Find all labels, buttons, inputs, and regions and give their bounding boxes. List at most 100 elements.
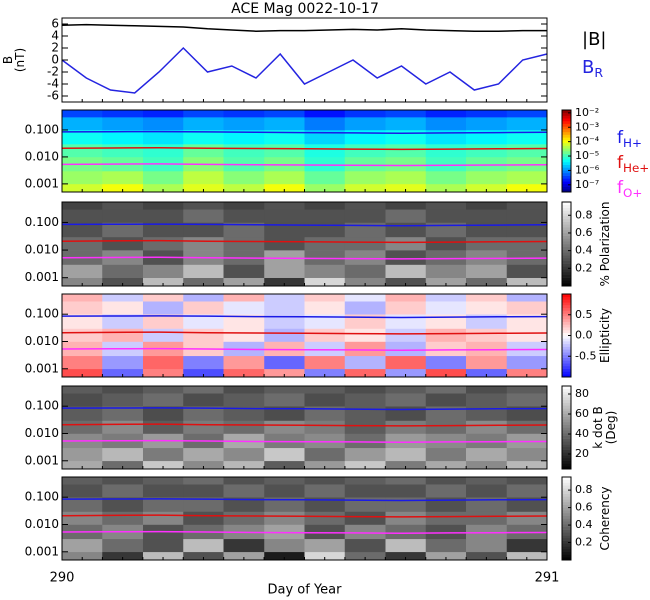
colorbar-label: k dot B(Deg) [591,406,618,448]
legend-subscript: O+ [623,186,642,200]
colorbar-segment [562,313,571,317]
heatmap-cell [466,222,508,238]
colorbar-segment [562,343,571,347]
legend-label: fO+ [617,178,642,200]
heatmap-cell [62,460,103,470]
heatmap-cell [264,202,305,210]
colorbar-segment [562,258,571,262]
heatmap-cell [264,144,305,158]
frequency-line [61,163,548,167]
colorbar-segment [562,260,571,264]
heatmap-cell [223,447,265,462]
colorbar-segment [562,446,571,450]
colorbar-segment [562,170,571,174]
colorbar-tick-label: 0.8 [575,208,593,221]
colorbar-segment [562,140,571,144]
heatmap-cell [385,484,427,498]
heatmap-cell [62,538,103,553]
colorbar-segment [562,148,571,152]
colorbar-segment [562,181,571,185]
heatmap-cell [102,386,144,394]
heatmap-cell [425,460,467,470]
heatmap-cell [506,250,548,265]
heatmap-cell [344,209,386,223]
colorbar-segment [562,249,571,253]
colorbar-segment [562,244,571,248]
colorbar-segment [562,371,571,375]
heatmap-cell [304,110,346,118]
y-tick-label: 4 [51,29,59,43]
heatmap-cell [183,129,224,145]
heatmap-cell [506,264,548,278]
colorbar-segment [562,280,571,284]
heatmap-cell [466,460,508,470]
heatmap-cell [466,524,508,540]
y-tick-label: 6 [51,17,59,31]
colorbar-segment [562,526,571,530]
heatmap-cell [506,511,548,525]
frequency-line [61,146,548,151]
colorbar-label-line: Ellipticity [598,308,612,363]
heatmap-cell [506,156,548,172]
colorbar-segment [562,318,571,322]
heatmap-cell [223,420,265,434]
colorbar-segment [562,283,571,287]
heatmap-cell [385,386,427,394]
heatmap-cell [62,171,103,185]
heatmap-cell [385,368,427,378]
heatmap-cell [183,209,224,223]
colorbar-segment [562,529,571,533]
heatmap-cell [223,511,265,525]
colorbar-segment [562,543,571,547]
heatmap-cell [506,171,548,185]
heatmap-cell [223,551,265,561]
colorbar-segment [562,204,571,208]
heatmap-cell [385,511,427,525]
heatmap-cell [102,477,144,485]
colorbar-tick-label: 80 [575,387,589,400]
heatmap-cell [183,386,224,394]
heatmap-cell [183,183,224,193]
colorbar-segment [562,490,571,494]
colorbar-segment [562,388,571,392]
heatmap-cell [466,264,508,278]
heatmap-cell [344,236,386,251]
heatmap-cell [304,314,346,329]
heatmap-cell [142,301,184,315]
heatmap-cell [304,433,346,449]
colorbar-segment [562,548,571,552]
colorbar-segment [562,307,571,311]
heatmap-cell [466,294,508,302]
y-tick-label: 0.001 [25,544,59,558]
frequency-line [61,331,548,335]
colorbar-segment [562,521,571,525]
heatmap-cell [425,301,467,315]
heatmap-cell [102,171,144,185]
heatmap-cell [304,301,346,315]
heatmap-cell [102,393,144,407]
line-series [61,46,548,94]
heatmap-cell [304,497,346,512]
heatmap-cell [142,477,184,485]
heatmap-cell [506,497,548,512]
heatmap-cell [344,202,386,210]
heatmap-cell [62,222,103,238]
heatmap-cell [142,447,184,462]
heatmap-cell [183,110,224,118]
heatmap-cell [102,277,144,287]
heatmap-cell [183,202,224,210]
heatmap-cell [425,250,467,265]
heatmap-cell [425,433,467,449]
colorbar-tick-label: 0.4 [575,244,593,257]
heatmap-cell [304,484,346,498]
heatmap-cell [183,328,224,342]
heatmap-cell [142,171,184,185]
heatmap-cell [506,393,548,407]
heatmap-cell [506,183,548,193]
y-tick-label: 0.001 [25,176,59,190]
heatmap-cell [183,171,224,185]
heatmap-cell [304,538,346,553]
legend-subscript: H+ [623,136,642,150]
heatmap-cell [385,183,427,193]
heatmap-cell [62,314,103,329]
